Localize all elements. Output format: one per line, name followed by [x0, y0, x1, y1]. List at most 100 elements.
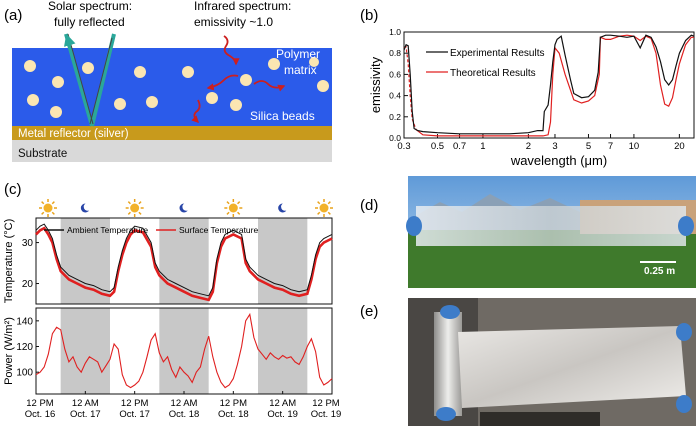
emissivity-y-tick-label: 1.0 — [389, 27, 401, 37]
date-x-tick-label: Oct. 19 — [267, 409, 298, 420]
polymer-label-line2: matrix — [284, 63, 317, 77]
sun-icon — [224, 199, 243, 217]
power-y-tick-label: 100 — [16, 368, 33, 379]
emissivity-x-tick-label: 0.5 — [431, 141, 444, 152]
time-x-tick-label: 12 AM — [171, 398, 198, 409]
emissivity-y-tick-label: 0.4 — [389, 91, 401, 101]
temperature-legend: Ambient Temperature Surface Temperature — [44, 225, 258, 235]
date-x-tick-label: Oct. 16 — [25, 409, 56, 420]
experimental-line — [403, 34, 695, 135]
left-glove — [406, 216, 422, 236]
panel-d: (d) 0.25 m — [350, 172, 700, 290]
moon-icon — [80, 202, 92, 213]
temperature-y-tick-label: 20 — [22, 279, 34, 290]
time-x-tick-label: 12 PM — [26, 398, 54, 409]
emissivity-y-tick-label: 0.0 — [389, 133, 401, 143]
panel-a-diagram: (a) Solar spectrum: fully reflected Infr… — [4, 0, 332, 162]
legend-experimental: Experimental Results — [450, 48, 544, 59]
emissivity-x-tick-label: 10 — [629, 141, 640, 152]
metal-label: Metal reflector (silver) — [18, 128, 129, 140]
film-sheet — [458, 326, 686, 408]
panel-d-label: (d) — [360, 197, 378, 214]
ir-label-line1: Infrared spectrum: — [194, 0, 291, 13]
ambient-temperature-line — [35, 223, 333, 297]
power-line — [35, 312, 333, 389]
right-glove — [678, 216, 694, 236]
silica-beads — [24, 57, 329, 118]
emissivity-x-tick-label: 2 — [526, 141, 531, 152]
date-x-tick-label: Oct. 18 — [218, 409, 249, 420]
film-roll — [434, 312, 462, 416]
moon-icon — [278, 202, 290, 213]
power-y-tick-label: 140 — [16, 316, 33, 327]
substrate-layer — [12, 140, 332, 162]
theoretical-line — [415, 34, 694, 137]
glove-top — [440, 305, 460, 319]
time-x-tick-label: 12 AM — [269, 398, 296, 409]
panel-e-label: (e) — [360, 303, 378, 320]
infrared-emission-arrows — [191, 35, 286, 124]
date-x-tick-label: Oct. 18 — [169, 409, 200, 420]
time-x-tick-label: 12 PM — [121, 398, 149, 409]
night-band — [60, 308, 110, 394]
emissivity-x-tick-label: 3 — [552, 141, 557, 152]
panel-b-label: (b) — [360, 7, 378, 24]
panel-c-label: (c) — [4, 181, 22, 198]
metal-reflector-layer — [12, 126, 332, 140]
solar-beam — [64, 33, 116, 127]
legend-ambient: Ambient Temperature — [67, 225, 148, 235]
temperature-y-tick-label: 30 — [22, 238, 34, 249]
date-x-tick-label: Oct. 17 — [70, 409, 101, 420]
emissivity-x-tick-label: 7 — [608, 141, 613, 152]
night-band — [159, 218, 209, 304]
time-x-tick-label: 12 PM — [312, 398, 340, 409]
moon-icon — [179, 202, 191, 213]
glove-right-top — [676, 323, 692, 341]
glove-bottom — [436, 407, 456, 421]
emissivity-x-label: wavelength (μm) — [510, 153, 607, 168]
time-x-tick-label: 12 PM — [220, 398, 248, 409]
legend-theoretical: Theoretical Results — [450, 68, 536, 79]
date-x-tick-label: Oct. 19 — [311, 409, 342, 420]
sun-icon — [39, 199, 57, 217]
emissivity-x-tick-label: 0.7 — [453, 141, 466, 152]
emissivity-legend: Experimental Results Theoretical Results — [426, 48, 544, 79]
scale-bar-label: 0.25 m — [644, 266, 675, 277]
ir-label-line2: emissivity ~1.0 — [194, 15, 273, 29]
power-y-tick-label: 120 — [16, 342, 33, 353]
emissivity-y-tick-label: 0.2 — [389, 112, 401, 122]
temperature-plot-frame — [35, 217, 333, 305]
polymer-label-line1: Polymer — [276, 47, 320, 61]
emissivity-chart: (b) 0.0 0.2 0.4 0.6 0.8 1.0 0.3 0.5 0.7 1 2 3 5 7 10 2… — [360, 7, 695, 168]
panel-a-label: (a) — [4, 7, 22, 24]
temperature-y-label: Temperature (°C) — [3, 219, 15, 303]
emissivity-y-label: emissivity — [368, 56, 383, 113]
emissivity-plot-frame — [403, 31, 695, 139]
emissivity-y-tick-label: 0.8 — [389, 48, 401, 58]
emissivity-x-tick-label: 1 — [480, 141, 485, 152]
outdoor-film-photo: (d) 0.25 m — [360, 176, 696, 288]
legend-surface: Surface Temperature — [179, 225, 258, 235]
emissivity-x-tick-label: 5 — [586, 141, 591, 152]
night-band — [258, 308, 308, 394]
date-x-tick-label: Oct. 17 — [119, 409, 150, 420]
panel-c: (c) 20 30 100 120 140 12 PM Oct. 16 12 AM Oct. … — [0, 172, 350, 429]
machine-base — [480, 412, 600, 426]
panel-a: (a) Solar spectrum: fully reflected Infr… — [0, 0, 350, 170]
emissivity-x-tick-label: 0.3 — [397, 141, 410, 152]
roll-to-roll-photo: (e) — [360, 298, 696, 426]
panel-b: (b) 0.0 0.2 0.4 0.6 0.8 1.0 0.3 0.5 0.7 1 2 3 5 7 10 2… — [350, 0, 700, 170]
panel-e: (e) — [350, 292, 700, 429]
solar-label-line1: Solar spectrum: — [48, 0, 132, 13]
sun-icon — [315, 199, 333, 217]
substrate-label: Substrate — [18, 148, 67, 160]
night-band — [159, 308, 209, 394]
time-x-tick-label: 12 AM — [72, 398, 99, 409]
sun-icon — [125, 199, 144, 217]
glove-right-bottom — [676, 395, 692, 413]
power-y-label: Power (W/m²) — [3, 317, 15, 385]
emissivity-x-tick-label: 20 — [674, 141, 685, 152]
solar-label-line2: fully reflected — [54, 15, 125, 29]
cooling-film-sample — [416, 206, 686, 246]
